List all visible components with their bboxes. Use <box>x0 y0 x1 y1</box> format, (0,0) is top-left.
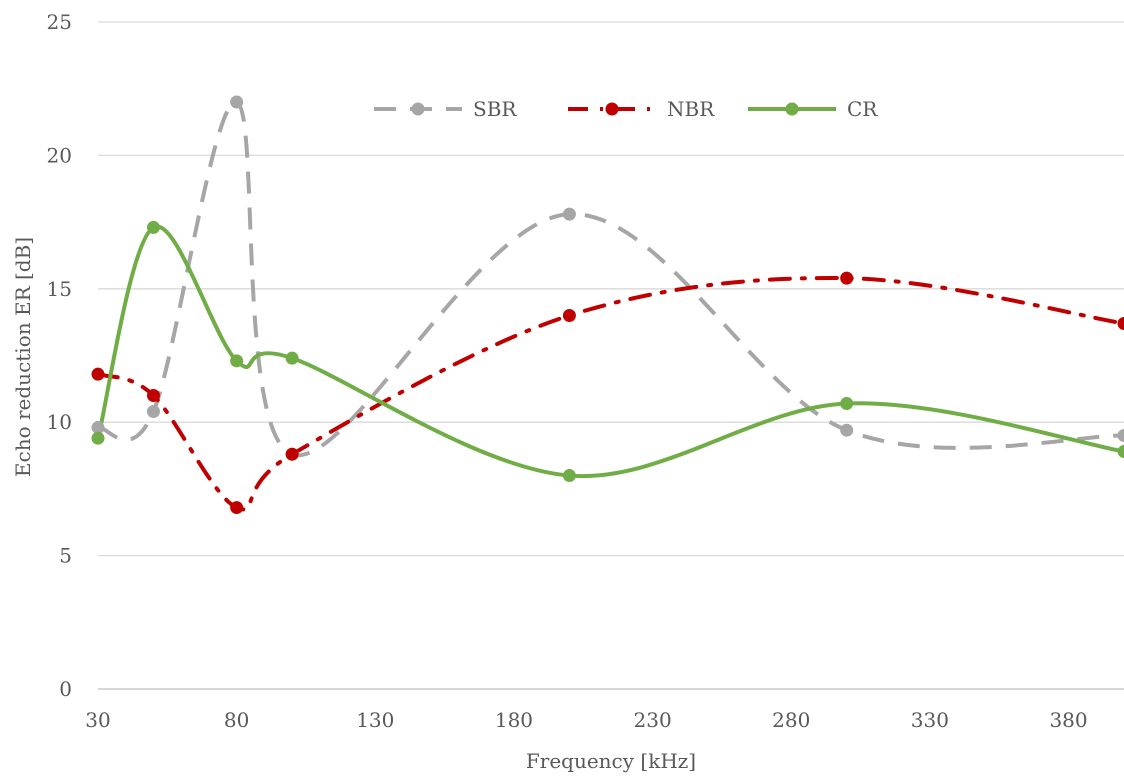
data-point-cr <box>562 469 576 483</box>
data-point-nbr <box>562 308 576 322</box>
data-point-cr <box>840 397 854 411</box>
y-tick-label: 20 <box>47 143 72 167</box>
series-points <box>91 95 1124 515</box>
data-point-sbr <box>562 207 576 221</box>
y-tick-label: 10 <box>47 410 72 434</box>
data-point-sbr <box>91 421 105 435</box>
data-point-sbr <box>146 405 160 419</box>
series-line-nbr <box>96 276 1124 512</box>
data-point-cr <box>91 431 105 445</box>
data-point-cr <box>285 351 299 365</box>
data-point-nbr <box>840 271 854 285</box>
data-point-cr <box>1117 445 1124 459</box>
x-tick-label: 180 <box>495 708 533 732</box>
x-tick-labels: 30 80 130 180 230 280 330 380 <box>85 708 1087 732</box>
data-point-sbr <box>840 423 854 437</box>
legend: SBR NBR CR <box>374 97 878 121</box>
legend-marker-nbr <box>605 102 619 116</box>
x-tick-label: 230 <box>634 708 672 732</box>
data-point-nbr <box>91 367 105 381</box>
x-tick-label: 30 <box>85 708 110 732</box>
y-tick-label: 5 <box>59 544 72 568</box>
data-point-nbr <box>1117 316 1124 330</box>
data-point-nbr <box>230 501 244 515</box>
legend-marker-cr <box>785 102 799 116</box>
gridlines <box>98 21 1124 690</box>
x-tick-label: 330 <box>911 708 949 732</box>
data-point-sbr <box>1117 429 1124 443</box>
legend-label-sbr: SBR <box>473 97 517 121</box>
x-tick-label: 380 <box>1049 708 1087 732</box>
data-point-nbr <box>285 447 299 461</box>
x-tick-label: 130 <box>356 708 394 732</box>
y-tick-label: 25 <box>47 10 72 34</box>
x-tick-label: 80 <box>224 708 249 732</box>
y-tick-label: 15 <box>47 277 72 301</box>
y-tick-label: 0 <box>59 677 72 701</box>
y-tick-labels: 0 5 10 15 20 25 <box>47 10 72 701</box>
data-point-cr <box>146 220 160 234</box>
legend-label-nbr: NBR <box>667 97 715 121</box>
data-point-sbr <box>230 95 244 109</box>
legend-marker-sbr <box>411 102 425 116</box>
data-point-cr <box>230 354 244 368</box>
y-axis-title: Echo reduction ER [dB] <box>11 237 35 477</box>
x-axis-title: Frequency [kHz] <box>526 749 696 773</box>
x-tick-label: 280 <box>772 708 810 732</box>
legend-label-cr: CR <box>847 97 878 121</box>
series-lines <box>96 100 1124 512</box>
data-point-nbr <box>146 389 160 403</box>
